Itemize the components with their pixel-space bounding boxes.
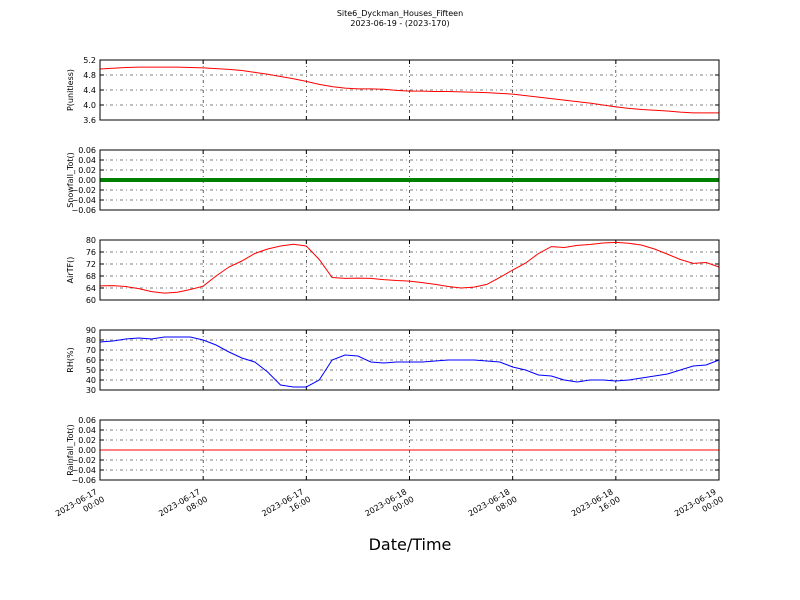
y-tick-label: 60 — [86, 296, 96, 305]
y-tick-label: 72 — [86, 260, 96, 269]
y-tick-label: 4.0 — [83, 101, 96, 110]
y-tick-label: 60 — [86, 356, 96, 365]
x-axis-label: Date/Time — [369, 535, 452, 554]
y-tick-label: 0.02 — [78, 436, 96, 445]
y-axis-label: P(unitless) — [66, 69, 75, 111]
y-tick-label: 0.02 — [78, 166, 96, 175]
x-tick-label: 2023-06-18 08:00 — [467, 486, 519, 527]
y-tick-label: 5.2 — [83, 56, 96, 65]
plot-frame — [99, 59, 720, 121]
y-tick-label: −0.06 — [71, 206, 96, 215]
y-axis-label: Snowfall_Tot() — [66, 152, 75, 208]
y-axis-label: RH(%) — [66, 347, 75, 372]
x-tick-label: 2023-06-17 00:00 — [54, 486, 106, 527]
data-line — [99, 66, 719, 114]
y-tick-label: 0.06 — [78, 146, 96, 155]
data-line — [99, 336, 720, 388]
y-tick-label: 0.06 — [78, 416, 96, 425]
y-tick-label: 4.8 — [83, 71, 96, 80]
plot-frame — [99, 239, 720, 301]
y-tick-label: 40 — [86, 376, 96, 385]
y-tick-label: 68 — [86, 272, 96, 281]
y-axis-label: Rainfall_Tot() — [66, 424, 75, 476]
y-tick-label: 0.04 — [78, 156, 96, 165]
plot-frame — [99, 329, 720, 391]
y-tick-label: −0.02 — [71, 456, 96, 465]
y-axis-label: AirTF() — [66, 257, 75, 284]
plot-frame — [99, 419, 720, 481]
y-tick-label: −0.02 — [71, 186, 96, 195]
y-tick-label: −0.04 — [71, 196, 96, 205]
x-tick-label: 2023-06-18 00:00 — [364, 486, 416, 527]
y-tick-label: 64 — [86, 284, 96, 293]
data-line — [99, 241, 720, 294]
y-tick-label: 50 — [86, 366, 96, 375]
x-tick-label: 2023-06-17 16:00 — [260, 486, 312, 527]
y-tick-label: 76 — [86, 248, 96, 257]
y-tick-label: 4.4 — [83, 86, 96, 95]
y-tick-label: 30 — [86, 386, 96, 395]
y-tick-label: −0.04 — [71, 466, 96, 475]
y-tick-label: 0.04 — [78, 426, 96, 435]
x-tick-label: 2023-06-18 16:00 — [570, 486, 622, 527]
x-tick-label: 2023-06-17 08:00 — [157, 486, 209, 527]
y-tick-label: 0.00 — [78, 176, 96, 185]
plot-frame — [99, 149, 720, 211]
y-tick-label: 80 — [86, 236, 96, 245]
y-tick-label: 90 — [86, 326, 96, 335]
chart-subtitle: 2023-06-19 - (2023-170) — [350, 19, 449, 28]
y-tick-label: 3.6 — [83, 116, 96, 125]
x-tick-label: 2023-06-19 00:00 — [673, 486, 725, 527]
y-tick-label: 80 — [86, 336, 96, 345]
chart-title: Site6_Dyckman_Houses_Fifteen — [337, 9, 463, 18]
y-tick-label: 70 — [86, 346, 96, 355]
y-tick-label: −0.06 — [71, 476, 96, 485]
y-tick-label: 0.00 — [78, 446, 96, 455]
